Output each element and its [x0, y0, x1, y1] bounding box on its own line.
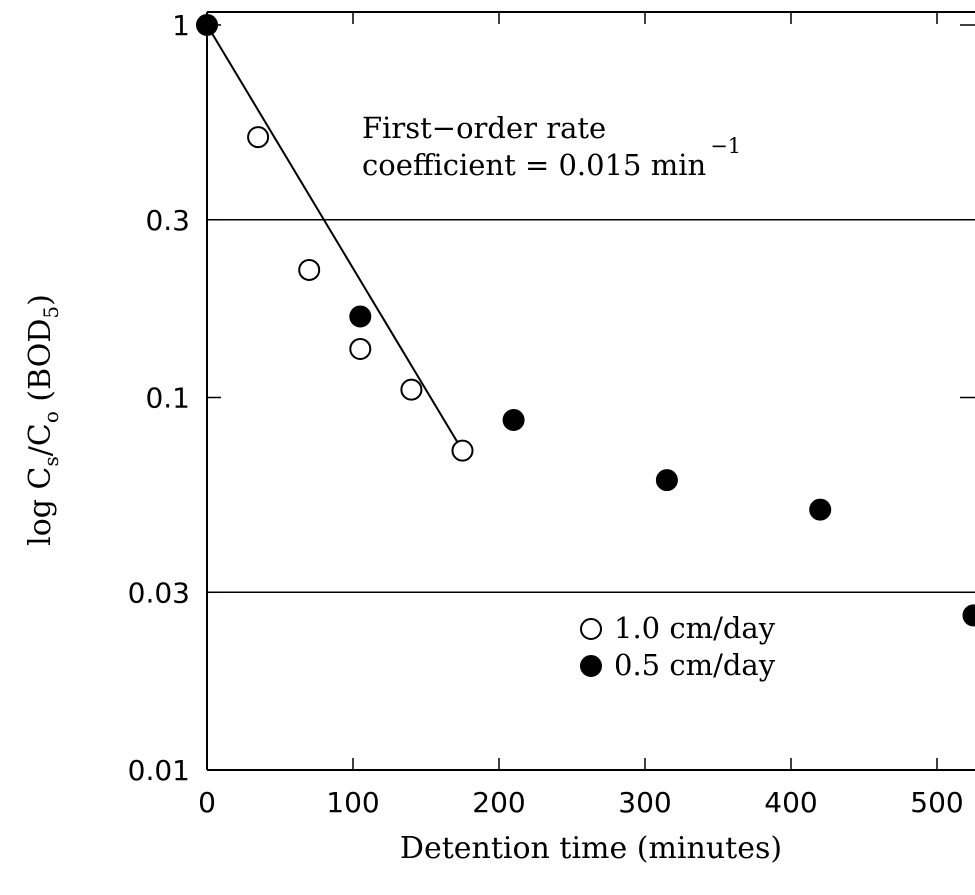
series-1-point-4: [809, 498, 832, 521]
series-1-point-2: [502, 409, 525, 432]
x-tick-label-1: 100: [326, 786, 379, 819]
series-0-point-0: [247, 126, 270, 149]
y-axis-label: log Cs/Co (BOD5): [23, 294, 63, 546]
y-label-sub2: o: [39, 411, 63, 423]
fit-line-group: [206, 24, 464, 452]
annotation-line-2-text: coefficient = 0.015 min: [362, 148, 706, 182]
x-tick-label-4: 400: [764, 786, 817, 819]
series-1-point-3: [655, 469, 678, 492]
y-label-prefix: log C: [23, 466, 58, 545]
y-label-sub1: s: [39, 456, 63, 466]
y-tick-label-4: 0.01: [128, 754, 190, 787]
legend: 1.0 cm/day 0.5 cm/day: [580, 611, 776, 682]
series-1-point-0: [196, 14, 218, 36]
annotation-line-2: coefficient = 0.015 min−1: [362, 134, 741, 182]
fit-line: [206, 24, 464, 452]
y-tick-label-2: 0.1: [145, 382, 190, 415]
legend-marker-filled: [580, 655, 602, 677]
series-0-point-1: [298, 258, 321, 281]
y-label-mid: /C: [23, 423, 58, 456]
series-1-point-5: [962, 604, 975, 627]
x-tick-label-2: 200: [472, 786, 525, 819]
legend-marker-open: [580, 618, 602, 640]
y-label-sub3: 5: [39, 306, 63, 319]
x-axis-label: Detention time (minutes): [400, 831, 782, 866]
x-tick-label-5: 500: [910, 786, 963, 819]
legend-label-2: 0.5 cm/day: [614, 648, 776, 682]
y-ticks: 1 0.3 0.1 0.03 0.01: [128, 9, 975, 787]
y-tick-label-1: 0.3: [145, 204, 190, 237]
y-axis-label-group: log Cs/Co (BOD5): [23, 294, 63, 546]
legend-label-1: 1.0 cm/day: [614, 611, 776, 645]
y-label-paren-open: (BOD: [23, 319, 58, 412]
y-label-paren-close: ): [23, 294, 58, 306]
annotation-line-1: First−order rate: [362, 111, 606, 145]
x-ticks: 0 100 200 300 400 500: [198, 12, 964, 819]
data-points: [196, 14, 975, 627]
series-0-point-3: [400, 378, 423, 401]
y-tick-label-0: 1: [172, 9, 190, 42]
series-0-point-4: [451, 439, 474, 462]
series-1-point-1: [349, 305, 372, 328]
gridlines: [207, 219, 975, 594]
plot-frame: [206, 11, 975, 771]
x-tick-label-3: 300: [618, 786, 671, 819]
x-tick-label-0: 0: [198, 786, 216, 819]
y-tick-label-3: 0.03: [128, 576, 190, 609]
annotation-superscript: −1: [710, 134, 741, 158]
series-0-point-2: [349, 337, 372, 360]
